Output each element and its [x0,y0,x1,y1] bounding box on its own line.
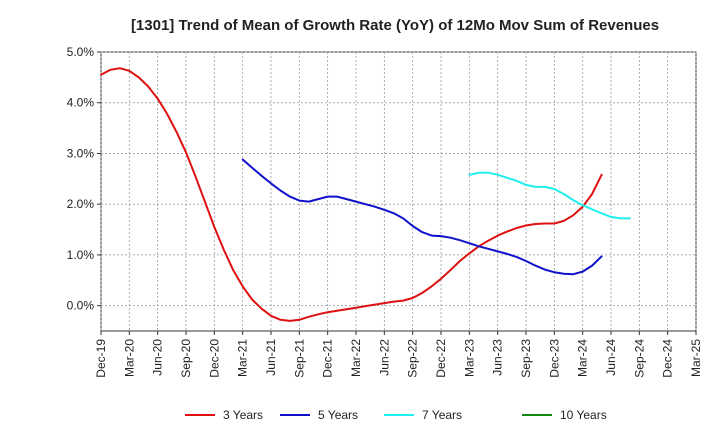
x-tick-label: Mar-23 [462,339,476,377]
x-tick-label: Dec-19 [94,339,108,378]
grid [100,51,697,331]
x-tick-label: Dec-23 [547,339,561,378]
series-lines [100,67,631,322]
x-tick-label: Jun-23 [491,339,505,376]
x-tick-label: Mar-20 [122,339,136,377]
chart-title: [1301] Trend of Mean of Growth Rate (YoY… [131,17,659,34]
legend: 3 Years 5 Years 7 Years 10 Years [185,408,607,422]
x-tick-label: Dec-24 [661,339,675,378]
x-tick-label: Dec-21 [321,339,335,378]
legend-label: 7 Years [422,408,462,422]
legend-label: 10 Years [560,408,607,422]
plot-area [100,51,697,332]
x-tick-label: Sep-21 [292,339,306,378]
legend-label: 3 Years [223,408,263,422]
x-tick-label: Sep-20 [179,339,193,378]
x-tick-label: Jun-21 [264,339,278,376]
x-tick-label: Mar-25 [689,339,703,377]
x-tick-label: Sep-23 [519,339,533,378]
y-tick-label: 2.0% [67,197,95,211]
x-tick-label: Sep-24 [632,339,646,378]
y-tick-label: 5.0% [67,45,95,59]
y-axis: 0.0% 1.0% 2.0% 3.0% 4.0% 5.0% [67,45,101,313]
x-tick-label: Mar-22 [349,339,363,377]
x-tick-label: Mar-21 [236,339,250,377]
y-tick-label: 1.0% [67,248,95,262]
x-tick-label: Jun-24 [604,339,618,376]
y-tick-label: 0.0% [67,299,95,313]
y-tick-label: 3.0% [67,146,95,160]
series-line-7-years [468,171,631,220]
x-tick-label: Mar-24 [576,339,590,377]
x-tick-label: Dec-20 [207,339,221,378]
x-tick-label: Sep-22 [406,339,420,378]
series-line-5-years [241,158,603,276]
x-axis: Dec-19 Mar-20 Jun-20 Sep-20 Dec-20 Mar-21 Jun-… [94,331,703,378]
x-tick-label: Jun-20 [151,339,165,376]
y-tick-label: 4.0% [67,96,95,110]
legend-label: 5 Years [318,408,358,422]
series-line-3-years [100,67,603,322]
x-tick-label: Jun-22 [377,339,391,376]
x-tick-label: Dec-22 [434,339,448,378]
